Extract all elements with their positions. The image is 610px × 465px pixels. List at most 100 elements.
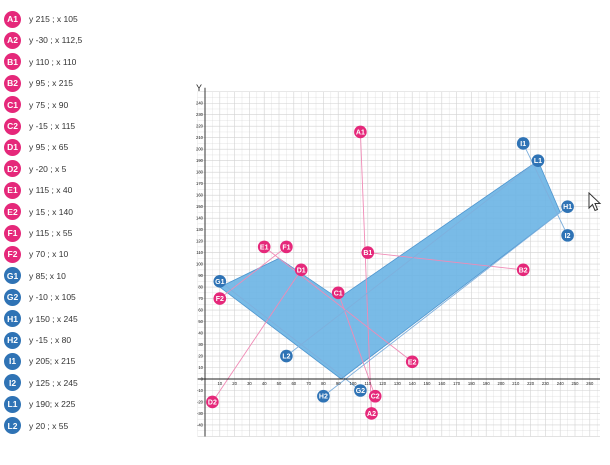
y-tick-label: 140 [196,216,204,221]
mouse-cursor-icon [588,192,602,212]
coordinate-text-a2: y -30 ; x 112,5 [29,35,83,46]
legend-item-i1: I1 y 205; x 215 [4,352,75,370]
coordinate-text-c1: y 75 ; x 90 [29,99,69,110]
y-axis-label: Y [196,83,202,93]
point-badge-i2: I2 [4,374,21,392]
legend-item-g2: G2 y -10 ; x 105 [4,288,76,306]
segment-g1-g2 [219,280,361,391]
x-tick-label: 110 [364,381,371,386]
point-label-c1: C1 [334,290,343,297]
coordinate-text-c2: y -15 ; x 115 [29,121,76,131]
x-tick-label: 250 [572,381,580,386]
x-tick-label: 100 [350,381,358,386]
point-marker-a1 [354,125,367,139]
x-tick-label: 190 [483,381,491,386]
legend-item-h2: H2 y -15 ; x 80 [4,331,71,349]
point-e2: E2 [405,355,419,369]
point-badge-d1: D1 [4,138,21,156]
point-h2: H2 [317,389,330,403]
point-badge-b1: B1 [4,53,21,71]
x-tick-label: 140 [409,381,417,386]
y-tick-label: 170 [196,181,204,186]
coordinate-text-b1: y 110 ; x 110 [29,56,77,67]
x-tick-label: 60 [291,381,296,386]
x-tick-label: 150 [424,381,432,386]
point-label-a2: A2 [367,411,376,418]
point-l2: L2 [280,349,293,363]
point-badge-b2: B2 [4,74,21,92]
y-tick-label: -20 [197,399,204,404]
legend-item-h1: H1 y 150 ; x 245 [4,310,78,328]
point-marker-c2 [368,389,382,403]
point-g1: G1 [213,275,227,288]
point-badge-f2: F2 [4,245,21,263]
x-tick-label: 240 [557,381,565,386]
point-marker-i2 [561,229,574,242]
point-c1: C1 [331,286,345,300]
point-badge-l2: L2 [4,417,21,435]
point-marker-f1 [280,240,293,254]
point-label-d1: D1 [297,267,306,274]
segment-i1-i2 [522,143,569,236]
x-tick-label: 10 [217,381,222,386]
point-label-c2: C2 [371,394,380,401]
y-tick-label: 100 [196,262,204,267]
point-label-g1: G1 [215,279,224,286]
x-tick-label: 260 [586,381,594,386]
legend-item-i2: I2 y 125 ; x 245 [4,374,78,392]
point-marker-d2 [206,395,219,409]
coordinate-text-e1: y 115 ; x 40 [29,185,73,196]
point-label-e1: E1 [260,244,269,251]
point-i1: I1 [516,137,530,150]
coordinate-text-i2: y 125 ; x 245 [29,377,78,388]
point-a1: A1 [354,125,367,139]
point-label-d2: D2 [208,399,217,406]
y-tick-label: 180 [196,170,204,175]
y-tick-label: 80 [198,285,203,290]
point-badge-a2: A2 [4,31,21,49]
point-badge-i1: I1 [4,352,21,370]
coordinate-text-e2: y 15 ; x 140 [29,206,73,217]
point-label-e2: E2 [408,359,417,366]
y-tick-label: 130 [196,227,204,232]
x-tick-label: 70 [306,381,311,386]
point-d1: D1 [294,263,308,277]
legend-item-d2: D2 y -20 ; x 5 [4,160,66,178]
point-badge-h1: H1 [4,310,21,328]
y-tick-label: 230 [196,112,204,117]
point-label-l1: L1 [534,158,542,165]
x-tick-label: 200 [498,381,506,386]
point-marker-h1 [561,200,574,213]
y-tick-label: 50 [198,319,203,324]
point-badge-c1: C1 [4,96,21,114]
point-badge-e1: E1 [4,181,21,199]
segment-l1-l2 [286,160,539,357]
y-tick-label: 40 [198,331,203,336]
x-tick-label: 130 [394,381,402,386]
y-tick-label: 110 [196,250,203,255]
point-marker-e2 [405,355,419,369]
point-label-h2: H2 [319,394,328,401]
point-g2: G2 [354,384,367,397]
y-tick-label: 10 [198,365,203,370]
point-f2: F2 [213,292,227,305]
y-tick-label: 60 [198,308,203,313]
point-l1: L1 [531,154,545,167]
point-a2: A2 [365,407,378,420]
legend-item-e2: E2 y 15 ; x 140 [4,203,73,221]
y-tick-label: 150 [196,204,204,209]
point-marker-b2 [516,263,530,277]
legend-item-b1: B1 y 110 ; x 110 [4,53,76,71]
point-label-a1: A1 [356,129,365,136]
y-tick-label: 90 [198,273,203,278]
y-tick-label: 160 [196,193,204,198]
segment-b1-b2 [367,252,524,271]
y-tick-label: 120 [196,239,204,244]
y-tick-label: 190 [196,158,204,163]
point-label-b1: B1 [363,250,372,257]
x-tick-label: 170 [453,381,461,386]
x-tick-label: 180 [468,381,476,386]
y-tick-label: -10 [197,388,204,393]
coordinate-text-g1: y 85; x 10 [29,270,66,281]
legend-list: A1 y 215 ; x 105 A2 y -30 ; x 112,5 B1 y 110 … [0,0,185,465]
